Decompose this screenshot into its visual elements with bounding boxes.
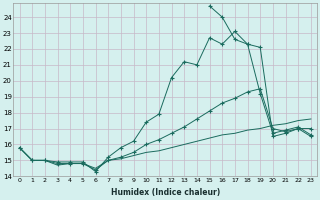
X-axis label: Humidex (Indice chaleur): Humidex (Indice chaleur): [111, 188, 220, 197]
